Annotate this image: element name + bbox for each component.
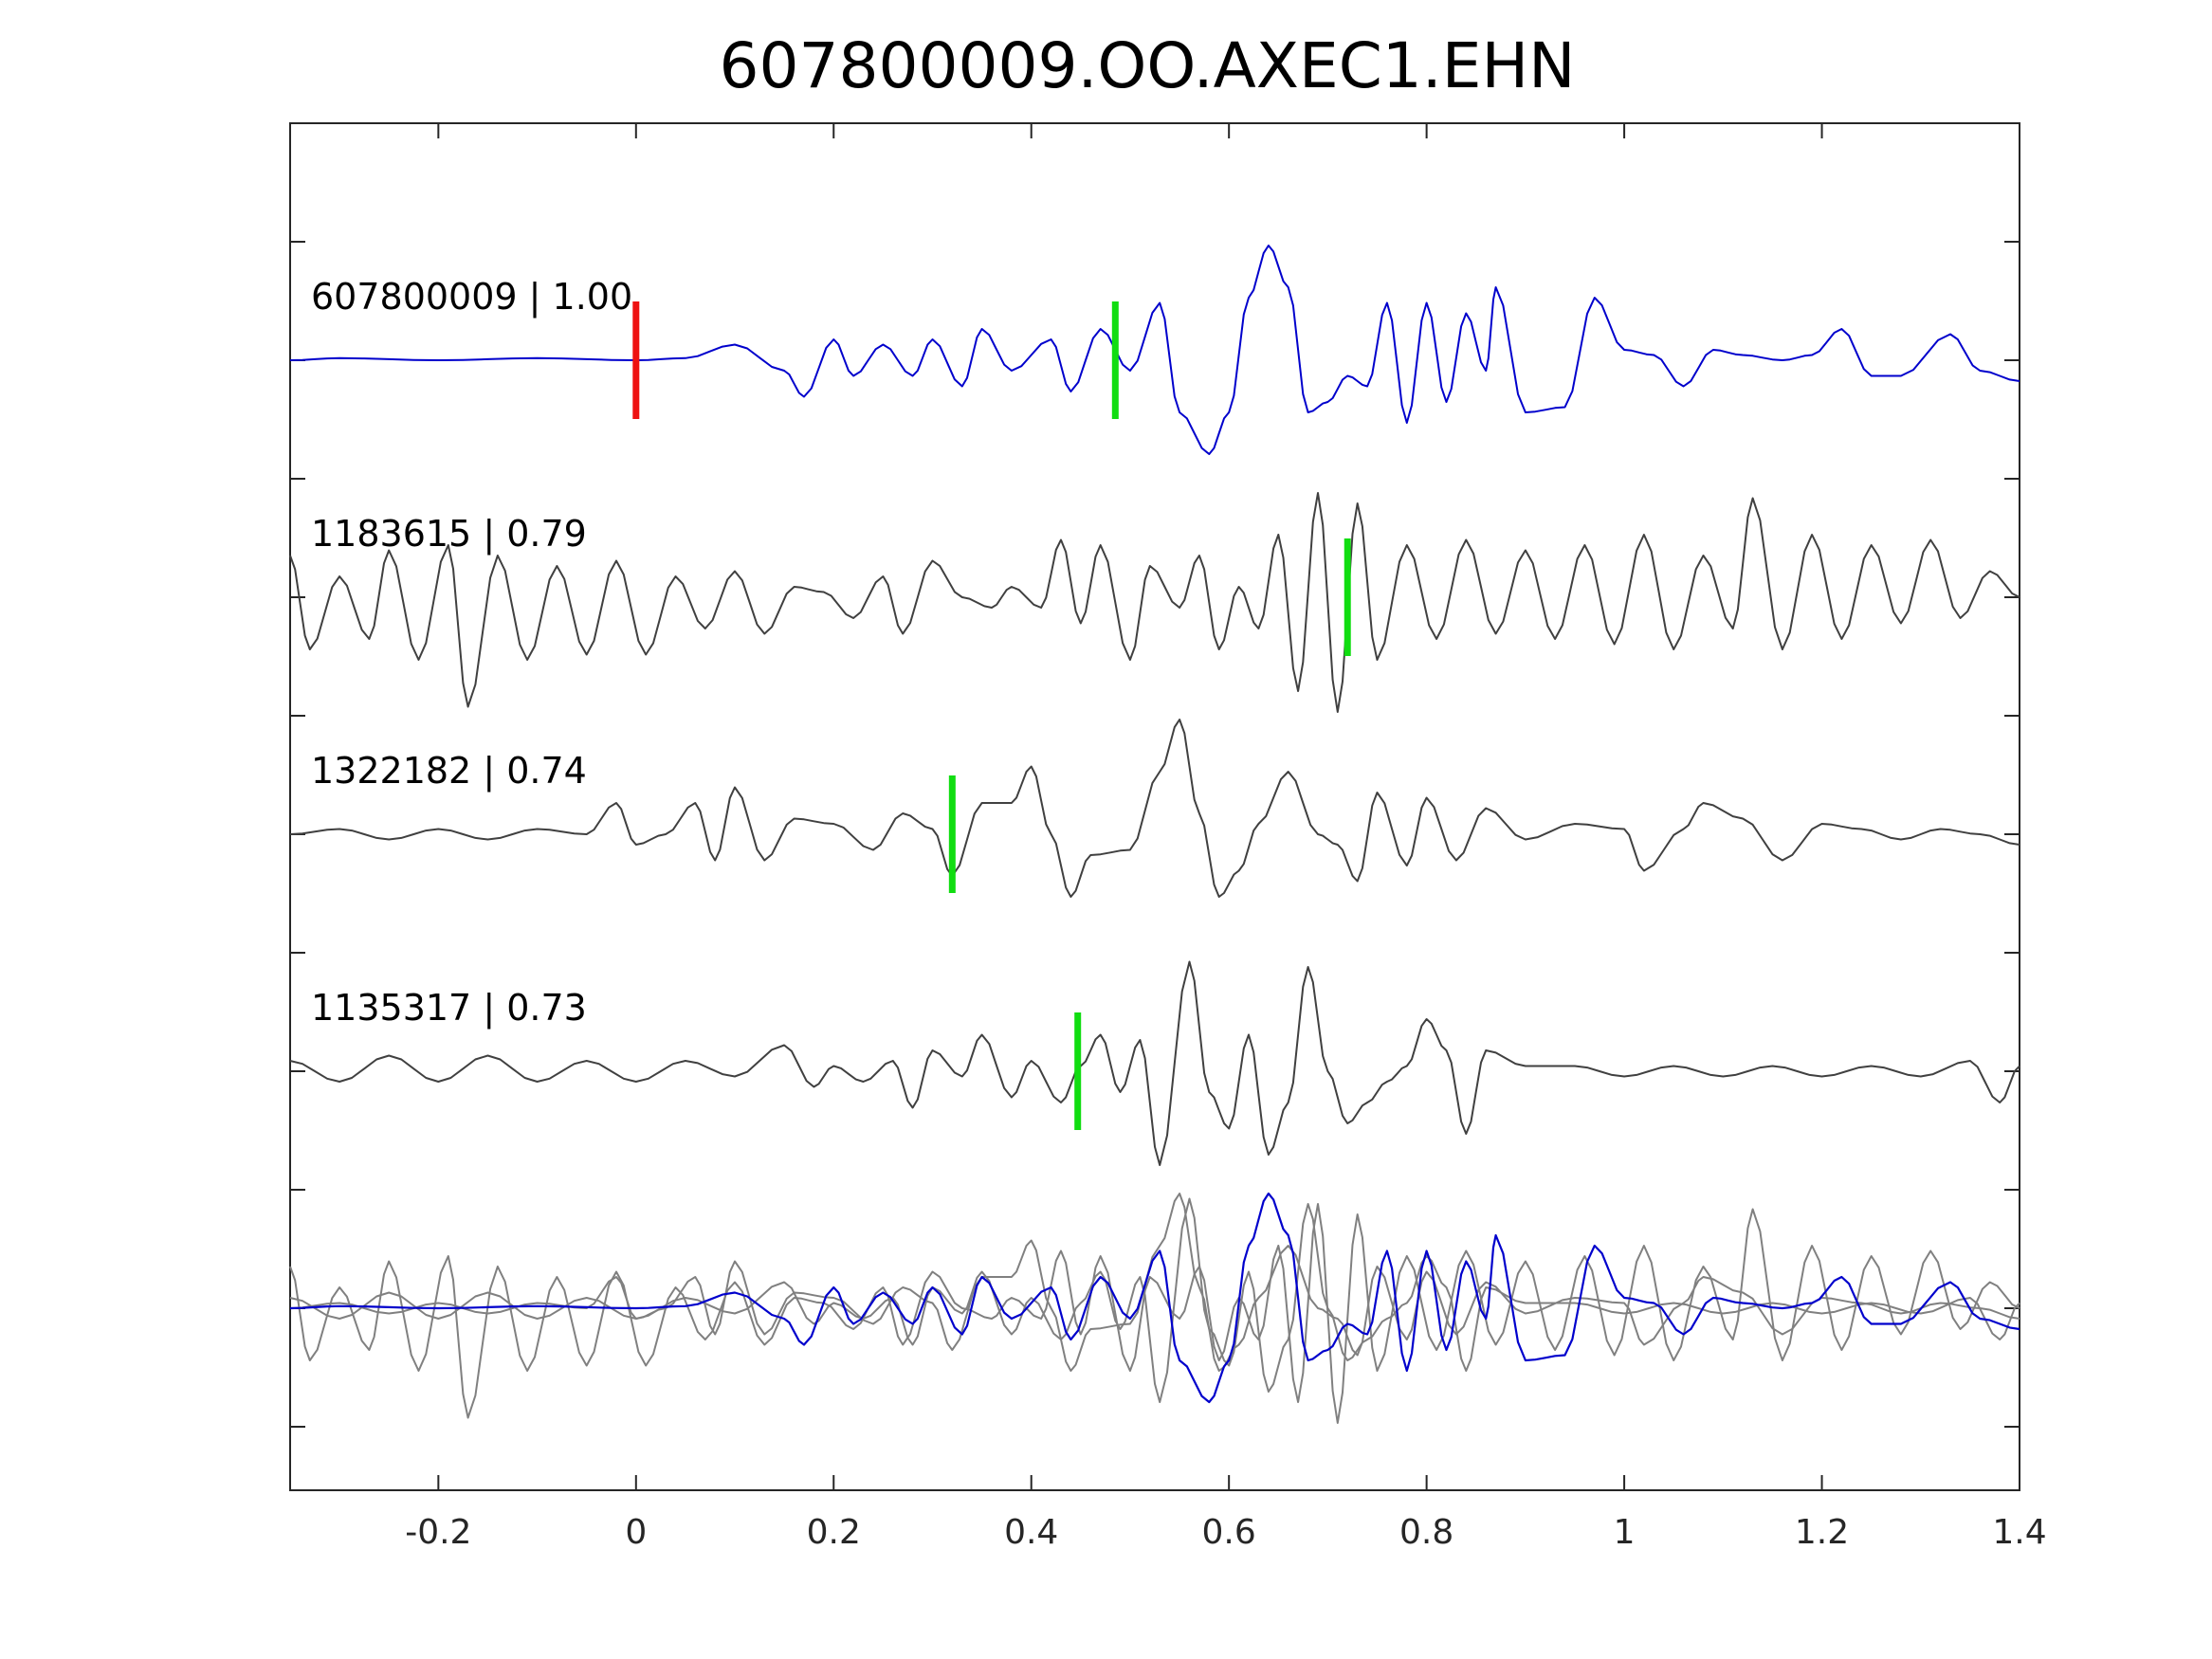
x-tick-label: 1.4 [1992, 1513, 2046, 1552]
x-axis: -0.2 0 0.2 0.4 0.6 0.8 1 1.2 1.4 [405, 123, 2047, 1552]
trace-2 [289, 719, 2020, 898]
overlay-trace-1 [289, 1203, 2020, 1424]
trace-0 [289, 245, 2020, 455]
trace-labels: 607800009 | 1.00 1183615 | 0.79 1322182 | … [311, 276, 632, 1030]
x-tick-label: -0.2 [405, 1513, 471, 1552]
plot-area [289, 122, 2020, 1491]
pick-markers [632, 301, 1351, 1130]
x-tick-label: 0 [625, 1513, 647, 1552]
x-tick-label: 0.6 [1202, 1513, 1256, 1552]
x-tick-label: 0.4 [1004, 1513, 1058, 1552]
trace-label-0: 607800009 | 1.00 [311, 276, 632, 319]
x-tick-label: 0.2 [807, 1513, 861, 1552]
chart-title: 607800009.OO.AXEC1.EHN [720, 29, 1576, 102]
overlay-trace-group [289, 1192, 2020, 1424]
x-tick-label: 1.2 [1795, 1513, 1849, 1552]
trace-1 [289, 492, 2020, 713]
x-tick-label: 1 [1614, 1513, 1636, 1552]
overlay-trace-0 [289, 1192, 2020, 1404]
trace-label-2: 1322182 | 0.74 [311, 750, 587, 793]
axes-frame [289, 122, 2020, 1491]
overlay-trace-3 [289, 1197, 2020, 1403]
overlay-trace-2 [289, 1193, 2020, 1372]
trace-label-1: 1183615 | 0.79 [311, 513, 587, 556]
trace-3 [289, 960, 2020, 1166]
trace-group [289, 245, 2020, 1166]
x-tick-label: 0.8 [1399, 1513, 1453, 1552]
trace-label-3: 1135317 | 0.73 [311, 987, 587, 1030]
